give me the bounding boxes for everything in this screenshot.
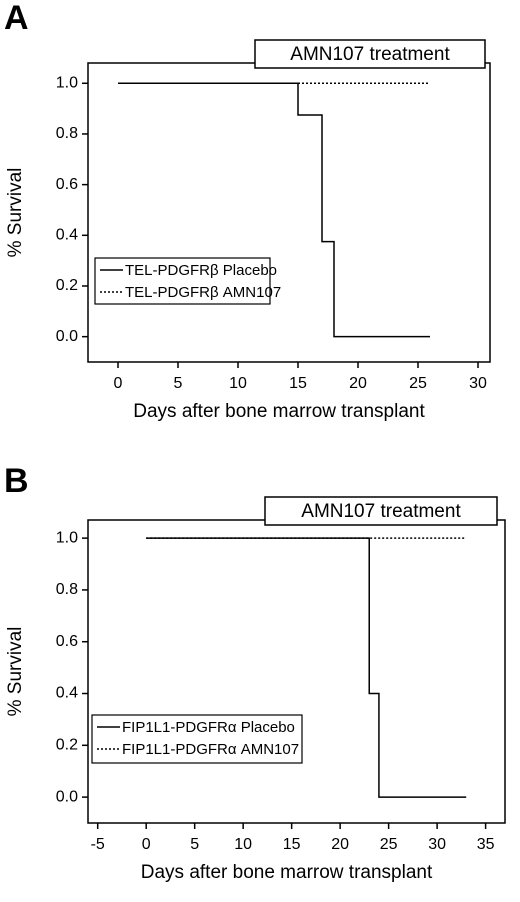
survival-line: [118, 82, 430, 338]
x-tick-label: -5: [91, 836, 105, 853]
x-tick-label: 15: [283, 836, 301, 853]
survival-line: [146, 537, 467, 798]
panel-label: B: [4, 462, 29, 500]
x-axis-label: Days after bone marrow transplant: [133, 401, 425, 422]
x-axis-label: Days after bone marrow transplant: [141, 862, 433, 883]
x-tick-label: 0: [114, 375, 123, 392]
y-tick-label: 1.0: [56, 74, 78, 91]
annotation: AMN107 treatment: [301, 501, 461, 522]
y-axis-label: % Survival: [5, 627, 26, 717]
legend-label: TEL-PDGFRβ Placebo: [125, 262, 277, 279]
y-tick-label: 0.8: [56, 125, 78, 142]
x-tick-label: 20: [331, 836, 349, 853]
plot-frame: [87, 519, 506, 824]
plot-frame: [87, 62, 491, 363]
legend-label: FIP1L1-PDGFRα AMN107: [122, 741, 299, 758]
y-tick-label: 0.0: [56, 788, 78, 805]
x-tick-label: 5: [174, 375, 183, 392]
legend-label: TEL-PDGFRβ AMN107: [125, 284, 281, 301]
y-tick-label: 0.4: [56, 227, 78, 244]
y-tick-label: 0.6: [56, 176, 78, 193]
annotation: AMN107 treatment: [290, 44, 450, 65]
x-tick-label: 15: [289, 375, 307, 392]
y-tick-label: 0.4: [56, 685, 78, 702]
x-tick-label: 0: [142, 836, 151, 853]
y-tick-label: 0.2: [56, 277, 78, 294]
x-tick-label: 10: [229, 375, 247, 392]
y-tick-label: 0.8: [56, 581, 78, 598]
y-tick-label: 0.6: [56, 633, 78, 650]
x-tick-label: 30: [469, 375, 487, 392]
y-tick-label: 1.0: [56, 529, 78, 546]
annotation-box: [254, 39, 486, 69]
legend-box: [91, 714, 303, 764]
x-tick-label: 35: [477, 836, 495, 853]
x-tick-label: 10: [234, 836, 252, 853]
legend-box: [94, 257, 271, 305]
x-tick-label: 20: [349, 375, 367, 392]
legend-label: FIP1L1-PDGFRα Placebo: [122, 719, 295, 736]
y-tick-label: 0.2: [56, 737, 78, 754]
x-tick-label: 25: [380, 836, 398, 853]
x-tick-label: 5: [190, 836, 199, 853]
y-axis-label: % Survival: [5, 168, 26, 258]
annotation-box: [264, 496, 498, 526]
x-tick-label: 30: [428, 836, 446, 853]
x-tick-label: 25: [409, 375, 427, 392]
panel-label: A: [4, 0, 29, 37]
y-tick-label: 0.0: [56, 328, 78, 345]
